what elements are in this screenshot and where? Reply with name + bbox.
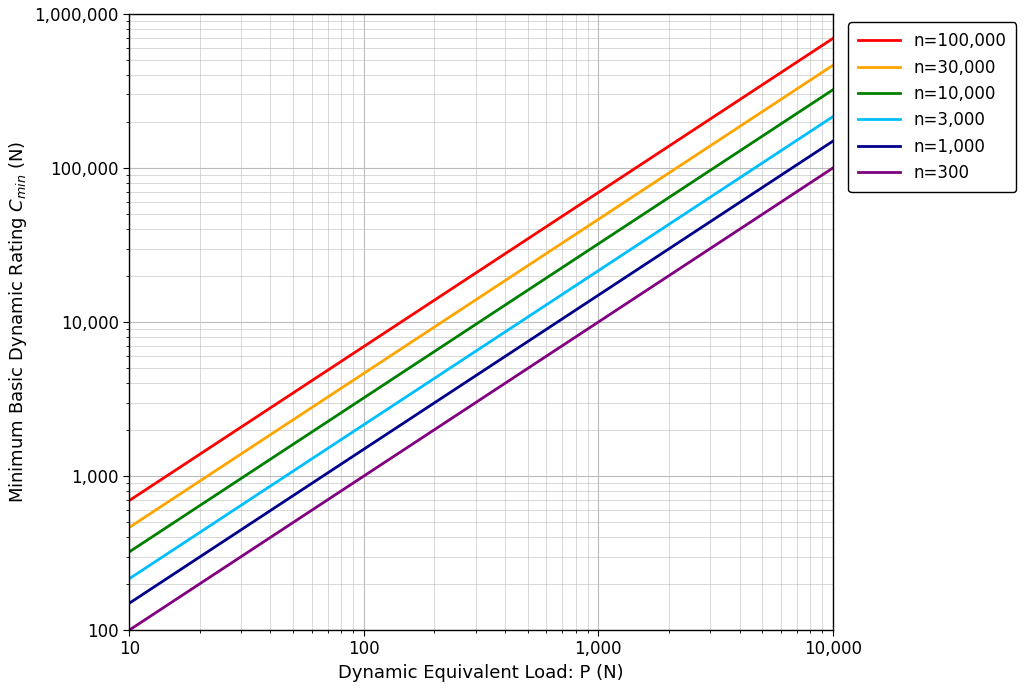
n=3,000 [826, 112, 839, 121]
n=100,000 [504, 247, 516, 255]
n=1,000 [504, 349, 516, 358]
n=3,000 [810, 123, 822, 132]
n=1,000 [826, 137, 839, 145]
n=100,000 [462, 274, 474, 282]
n=300 [123, 626, 135, 634]
n=100,000 [699, 118, 712, 126]
n=1,000 [462, 377, 474, 385]
n=10,000 [458, 328, 470, 336]
n=30,000 [542, 248, 554, 256]
n=3,000 [699, 196, 712, 204]
n=10,000 [504, 298, 516, 306]
n=1,000 [458, 380, 470, 388]
n=3,000 [504, 325, 516, 333]
n=10,000 [123, 548, 135, 556]
n=10,000 [699, 169, 712, 177]
n=300 [810, 175, 822, 183]
n=100,000 [826, 34, 839, 43]
n=1,000 [699, 220, 712, 229]
n=300 [462, 404, 474, 412]
n=10,000 [542, 273, 554, 281]
Y-axis label: Minimum Basic Dynamic Rating $C_{min}$ (N): Minimum Basic Dynamic Rating $C_{min}$ (… [7, 141, 29, 503]
n=100,000 [458, 277, 470, 285]
n=30,000 [123, 523, 135, 531]
Line: n=3,000: n=3,000 [129, 116, 833, 579]
n=1,000 [542, 324, 554, 332]
n=3,000 [458, 355, 470, 363]
n=3,000 [542, 300, 554, 308]
n=10,000 [462, 325, 474, 333]
n=100,000 [542, 221, 554, 229]
n=30,000 [504, 274, 516, 282]
X-axis label: Dynamic Equivalent Load: P (N): Dynamic Equivalent Load: P (N) [338, 664, 624, 682]
n=1,000 [123, 599, 135, 608]
Line: n=300: n=300 [129, 168, 833, 630]
n=30,000 [458, 304, 470, 312]
n=30,000 [810, 72, 822, 81]
n=30,000 [462, 301, 474, 309]
n=100,000 [810, 45, 822, 54]
n=3,000 [462, 352, 474, 360]
Line: n=100,000: n=100,000 [129, 39, 833, 500]
n=300 [826, 164, 839, 172]
n=300 [458, 407, 470, 415]
n=10,000 [810, 96, 822, 105]
n=300 [542, 351, 554, 359]
n=100,000 [123, 496, 135, 504]
Legend: n=100,000, n=30,000, n=10,000, n=3,000, n=1,000, n=300: n=100,000, n=30,000, n=10,000, n=3,000, … [848, 22, 1016, 192]
n=30,000 [826, 61, 839, 70]
Line: n=30,000: n=30,000 [129, 65, 833, 527]
Line: n=10,000: n=10,000 [129, 90, 833, 552]
n=300 [699, 247, 712, 256]
n=30,000 [699, 145, 712, 153]
Line: n=1,000: n=1,000 [129, 141, 833, 604]
n=1,000 [810, 148, 822, 156]
n=300 [504, 376, 516, 384]
n=3,000 [123, 575, 135, 583]
n=10,000 [826, 85, 839, 94]
